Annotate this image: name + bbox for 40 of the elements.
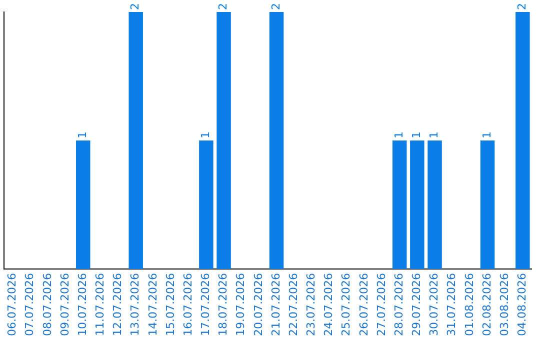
x-tick-label: 21.07.2026 [269,273,282,336]
x-tick-label: 06.07.2026 [6,273,19,336]
x-tick-label: 23.07.2026 [304,273,318,336]
x-tick-label: 13.07.2026 [128,273,142,336]
x-tick-label: 15.07.2026 [164,273,177,336]
data-label: 1 [428,132,441,139]
x-tick-label: 26.07.2026 [357,273,370,336]
x-tick-label: 18.07.2026 [216,273,230,336]
x-tick-label: 17.07.2026 [199,273,212,336]
data-label: 1 [480,132,494,139]
x-tick-label: 29.07.2026 [410,273,424,336]
data-label: 2 [216,3,230,10]
x-tick-label: 07.07.2026 [23,273,36,336]
x-tick-label: 27.07.2026 [374,273,388,336]
data-label: 1 [76,132,89,139]
x-tick-label: 22.07.2026 [286,273,300,336]
x-tick-label: 02.08.2026 [480,273,494,336]
x-tick-label: 31.07.2026 [445,273,458,336]
x-tick-label: 01.08.2026 [462,273,476,336]
x-tick-label: 12.07.2026 [111,273,124,336]
x-tick-label: 28.07.2026 [392,273,406,336]
x-tick-label: 19.07.2026 [234,273,248,336]
x-tick-label: 09.07.2026 [58,273,72,336]
x-tick-label: 20.07.2026 [252,273,265,336]
x-tick-label: 10.07.2026 [76,273,89,336]
data-label: 2 [128,3,142,10]
x-tick-label: 25.07.2026 [340,273,353,336]
x-tick-label: 04.08.2026 [516,273,529,336]
data-label: 2 [269,3,282,10]
x-tick-label: 16.07.2026 [181,273,194,336]
data-label: 2 [516,3,529,10]
data-label: 1 [199,132,212,139]
data-label: 1 [410,132,424,139]
x-tick-label: 08.07.2026 [40,273,54,336]
x-tick-label: 14.07.2026 [146,273,160,336]
x-tick-label: 03.08.2026 [498,273,511,336]
x-tick-label: 30.07.2026 [428,273,441,336]
x-tick-label: 24.07.2026 [322,273,336,336]
data-label: 1 [392,132,406,139]
x-tick-label: 11.07.2026 [94,273,107,336]
